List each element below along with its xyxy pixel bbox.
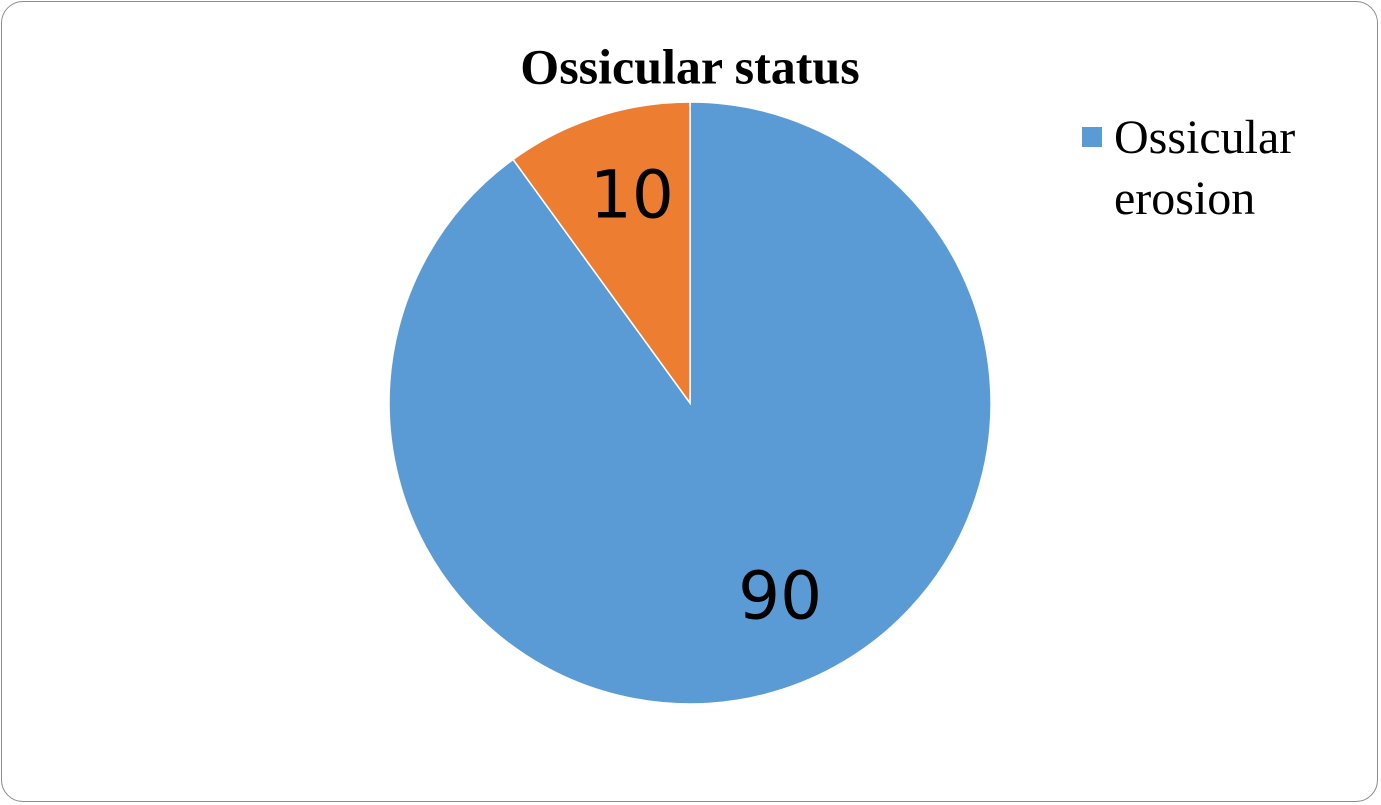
legend-swatch xyxy=(1082,127,1102,147)
legend-label: Ossicular erosion xyxy=(1114,111,1296,225)
pie-slice xyxy=(512,101,691,406)
data-label: 10 xyxy=(590,157,674,234)
chart-title: Ossicular status xyxy=(520,38,859,94)
data-label: 90 xyxy=(738,557,822,634)
legend-item: Ossicular erosion xyxy=(1082,107,1334,229)
